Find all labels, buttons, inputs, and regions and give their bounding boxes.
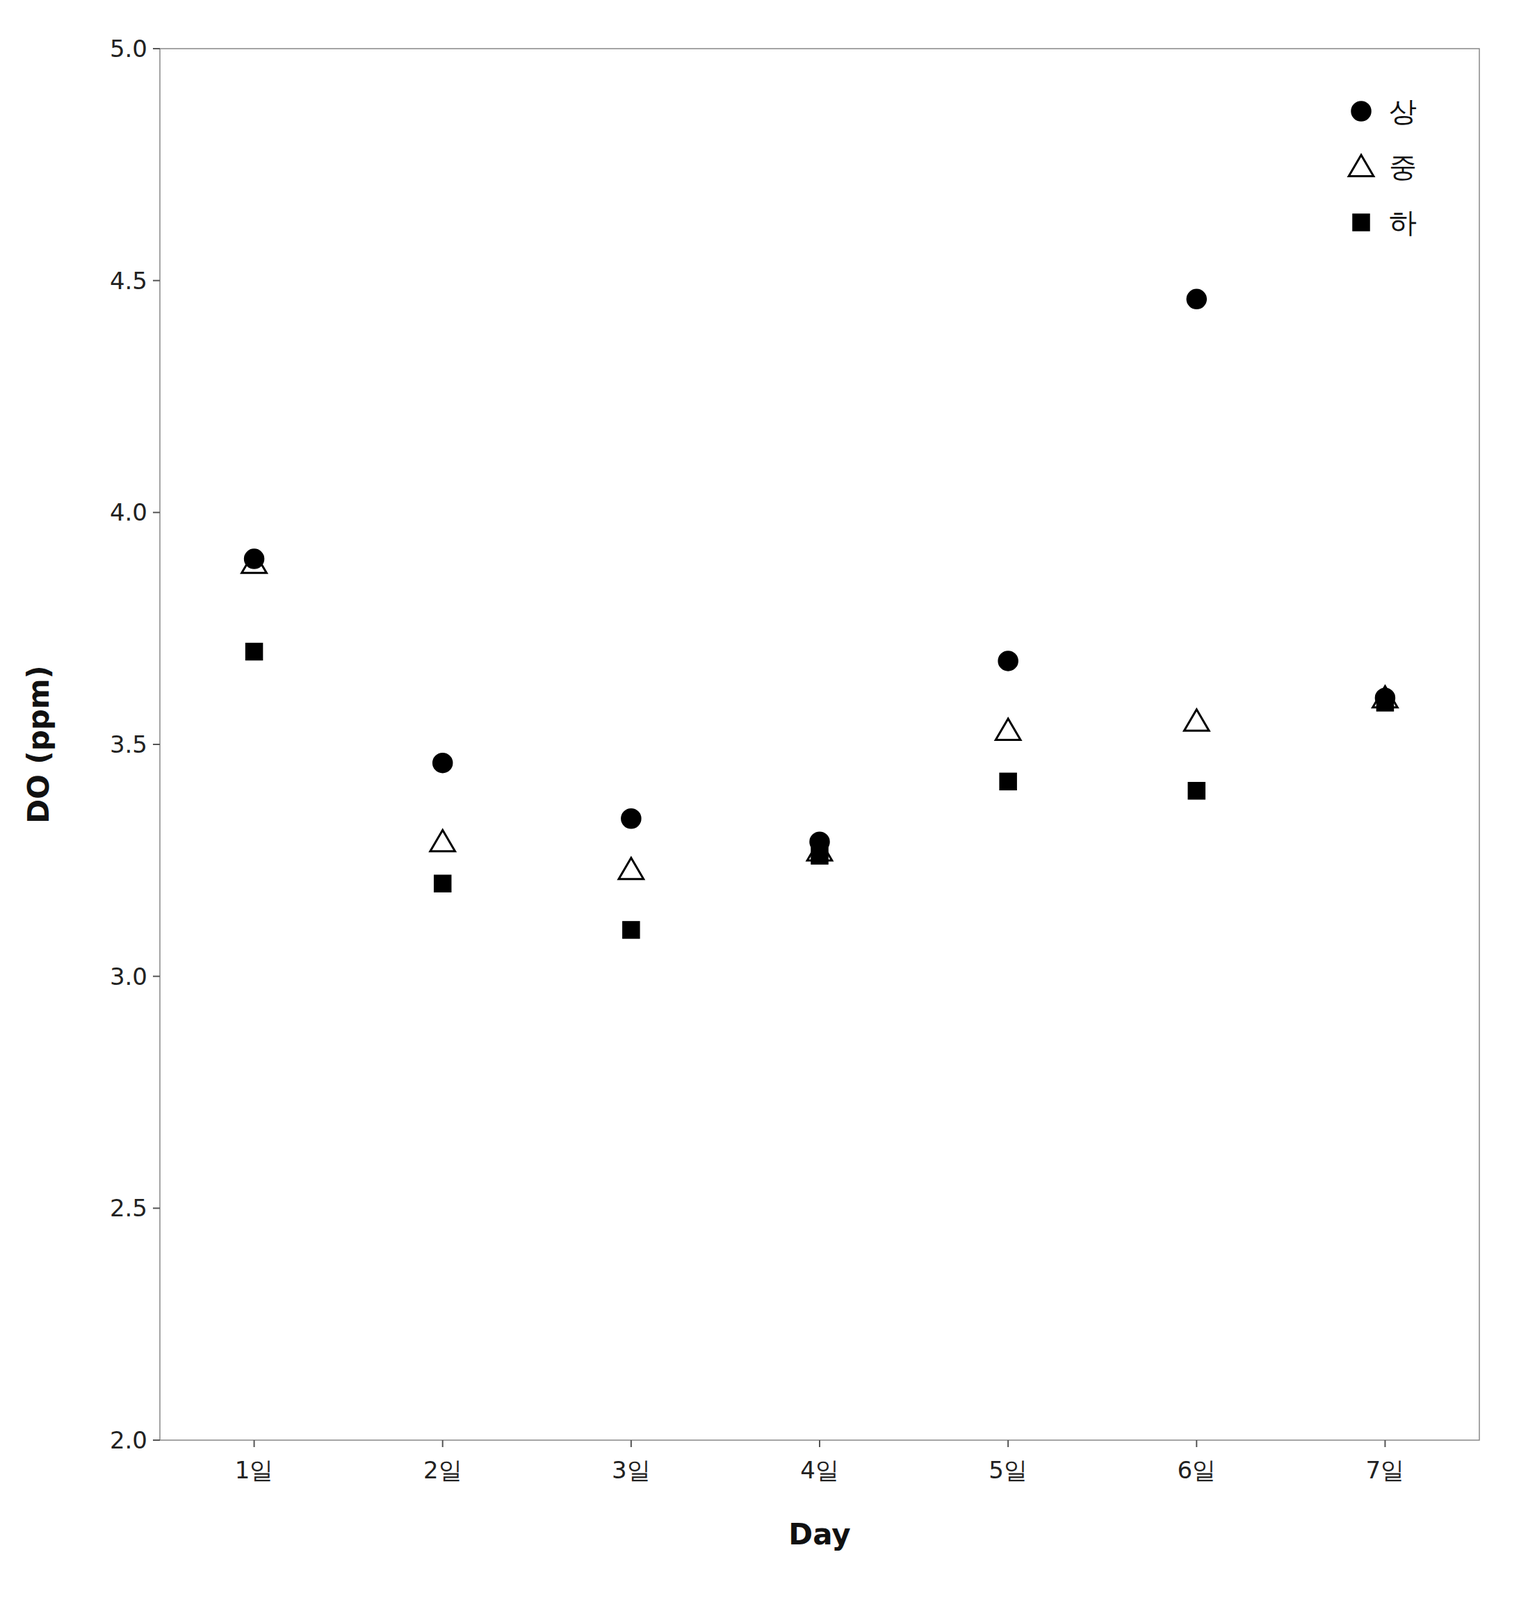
y-tick-label: 2.0 [109,1426,148,1455]
data-point [999,773,1017,790]
y-tick [152,1207,160,1209]
series [241,551,1399,880]
x-tick-label: 2일 [423,1456,463,1485]
data-point [1376,694,1394,712]
y-tick-label: 4.0 [109,498,148,527]
y-tick [152,511,160,514]
x-tick-label: 3일 [611,1456,651,1485]
marks [241,289,1399,939]
data-point [433,753,453,774]
plot-frame [159,48,1480,1441]
y-tick [152,47,160,50]
y-tick-label: 3.5 [109,730,148,759]
data-point [998,651,1018,671]
x-tick [630,1440,632,1448]
data-point [995,718,1021,741]
legend-marker [1351,101,1371,121]
y-tick [152,976,160,978]
data-point [246,643,263,661]
x-tick [253,1440,256,1448]
x-tick [442,1440,444,1448]
y-tick [152,280,160,282]
x-tick [1195,1440,1198,1448]
data-point [241,551,267,574]
x-tick-label: 7일 [1366,1456,1405,1485]
data-point [434,875,452,892]
data-point [1183,709,1209,732]
x-tick-label: 6일 [1176,1456,1216,1485]
series [246,643,1394,939]
x-tick [1384,1440,1386,1448]
legend-label: 중 [1388,150,1417,183]
data-point [430,830,456,852]
y-tick-label: 5.0 [109,34,148,63]
legend-label: 상 [1388,95,1417,128]
chart-container: 2.0 2.5 3.0 3.5 4.0 4.5 5.0 1일 2일 3일 4일 5일 6일 7일 Day DO… [0,0,1528,1600]
y-tick [152,743,160,746]
legend-marker [1348,155,1374,177]
x-tick-label: 4일 [800,1456,840,1485]
y-tick [152,1439,160,1442]
data-point [618,857,644,880]
x-tick [1007,1440,1009,1448]
series [244,289,1396,852]
y-axis-label: DO (ppm) [21,665,56,824]
x-tick-label: 1일 [234,1456,274,1485]
data-point [811,847,828,865]
background [0,0,1528,1600]
data-point [622,921,640,939]
data-point [1188,782,1205,800]
y-tick-label: 2.5 [109,1194,148,1223]
chart-svg: 2.0 2.5 3.0 3.5 4.0 4.5 5.0 1일 2일 3일 4일 5일 6일 7일 Day DO… [0,0,1528,1600]
legend: 상중하 [1348,95,1417,239]
legend-label: 하 [1388,206,1417,239]
x-axis-label: Day [788,1517,851,1552]
y-tick-label: 4.5 [109,266,148,295]
data-point [621,809,641,829]
y-tick-label: 3.0 [109,962,148,991]
x-tick [818,1440,821,1448]
data-point [1186,289,1207,309]
x-tick-label: 5일 [988,1456,1028,1485]
legend-marker [1352,214,1370,231]
